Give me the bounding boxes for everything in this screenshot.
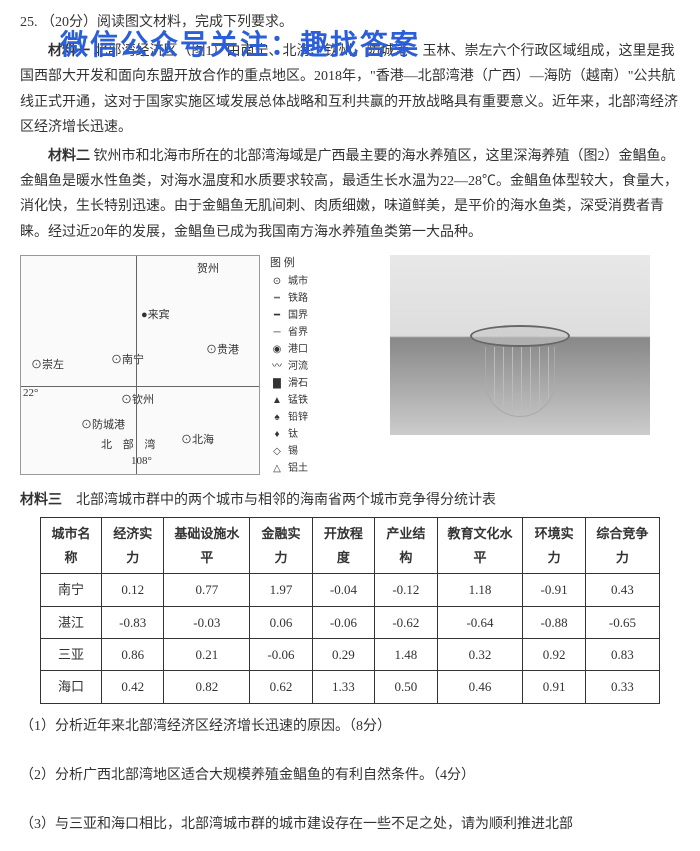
legend-item: ◉港口 (270, 342, 360, 358)
map-city-chongzuo: ⊙崇左 (31, 356, 64, 376)
material3-label: 材料三 (20, 493, 62, 508)
th-city: 城市名称 (41, 518, 102, 574)
material3: 材料三 北部湾城市群中的两个城市与相邻的海南省两个城市竞争得分统计表 (20, 488, 680, 513)
legend-icon-talc: ▇ (270, 376, 284, 392)
legend-icon-border: ━ (270, 308, 284, 324)
material2-text: 钦州市和北海市所在的北部湾海域是广西最主要的海水养殖区，这里深海养殖（图2）金鲳… (20, 149, 678, 240)
th-env: 环境实力 (523, 518, 585, 574)
legend-item: ⊙城市 (270, 274, 360, 290)
material3-title-text: 北部湾城市群中的两个城市与相邻的海南省两个城市竞争得分统计表 (76, 493, 496, 508)
map-city-hezhou: 贺州 (197, 260, 219, 280)
question-number: 25. (20, 15, 38, 30)
material2-label: 材料二 (48, 149, 90, 164)
th-industry: 产业结构 (375, 518, 437, 574)
map-city-beihai: ⊙北海 (181, 431, 214, 451)
th-open: 开放程度 (312, 518, 374, 574)
legend-icon-ti: ♦ (270, 427, 284, 443)
cage-ring (470, 325, 570, 347)
table-row: 南宁0.120.771.97-0.04-0.121.18-0.910.43 (41, 574, 660, 606)
figures-row: 贺州 ●来宾 ⊙南宁 ⊙贵港 ⊙崇左 ⊙钦州 ⊙防城港 ⊙北海 22° 108°… (20, 255, 680, 479)
th-comp: 综合竞争力 (585, 518, 659, 574)
legend-item: ◇锡 (270, 444, 360, 460)
legend-icon-mn: ▲ (270, 393, 284, 409)
sub-question-1: （1）分析近年来北部湾经济区经济增长迅速的原因。（8分） (20, 714, 680, 739)
legend-icon-province: ─ (270, 325, 284, 341)
sub-question-2: （2）分析广西北部湾地区适合大规模养殖金鲳鱼的有利自然条件。（4分） (20, 763, 680, 788)
th-edu: 教育文化水平 (437, 518, 523, 574)
legend-icon-sn: ◇ (270, 444, 284, 460)
map-legend: 图 例 ⊙城市 ┅铁路 ━国界 ─省界 ◉港口 〰河流 ▇滑石 ▲锰铁 ♠铅锌 … (270, 255, 360, 479)
legend-item: ♠铅锌 (270, 410, 360, 426)
legend-icon-rail: ┅ (270, 291, 284, 307)
th-econ: 经济实力 (102, 518, 164, 574)
lon-line (136, 256, 137, 474)
legend-icon-port: ◉ (270, 342, 284, 358)
table-body: 南宁0.120.771.97-0.04-0.121.18-0.910.43 湛江… (41, 574, 660, 704)
map-sea-label: 北 部 湾 (101, 436, 160, 456)
legend-icon-al: △ (270, 461, 284, 477)
map-city-laibin: ●来宾 (141, 306, 170, 326)
legend-icon-river: 〰 (270, 359, 284, 375)
th-finance: 金融实力 (250, 518, 312, 574)
table-row: 湛江-0.83-0.030.06-0.06-0.62-0.64-0.88-0.6… (41, 606, 660, 638)
legend-item: ♦钛 (270, 427, 360, 443)
legend-title: 图 例 (270, 255, 360, 273)
aquaculture-photo (390, 255, 650, 435)
sub-question-3: （3）与三亚和海口相比，北部湾城市群的城市建设存在一些不足之处，请为顺利推进北部 (20, 812, 680, 837)
material2: 材料二 钦州市和北海市所在的北部湾海域是广西最主要的海水养殖区，这里深海养殖（图… (20, 144, 680, 245)
legend-item: ▲锰铁 (270, 393, 360, 409)
watermark-text: 微信公众号关注：趣找答案 (60, 20, 420, 70)
table-row: 三亚0.860.21-0.060.291.480.320.920.83 (41, 639, 660, 671)
legend-item: ▇滑石 (270, 376, 360, 392)
legend-item: △铝土 (270, 461, 360, 477)
map-city-qinzhou: ⊙钦州 (121, 391, 154, 411)
map-figure: 贺州 ●来宾 ⊙南宁 ⊙贵港 ⊙崇左 ⊙钦州 ⊙防城港 ⊙北海 22° 108°… (20, 255, 260, 475)
cage-net (485, 347, 555, 417)
legend-item: ─省界 (270, 325, 360, 341)
map-city-fangchenggang: ⊙防城港 (81, 416, 125, 436)
legend-icon-pbzn: ♠ (270, 410, 284, 426)
th-infra: 基础设施水平 (164, 518, 250, 574)
lat-line (21, 386, 259, 387)
legend-icon-city: ⊙ (270, 274, 284, 290)
legend-item: ┅铁路 (270, 291, 360, 307)
map-city-guigang: ⊙贵港 (206, 341, 239, 361)
table-header-row: 城市名称 经济实力 基础设施水平 金融实力 开放程度 产业结构 教育文化水平 环… (41, 518, 660, 574)
table-row: 海口0.420.820.621.330.500.460.910.33 (41, 671, 660, 703)
map-city-nanning: ⊙南宁 (111, 351, 144, 371)
legend-item: ━国界 (270, 308, 360, 324)
legend-item: 〰河流 (270, 359, 360, 375)
score-table: 城市名称 经济实力 基础设施水平 金融实力 开放程度 产业结构 教育文化水平 环… (40, 517, 660, 703)
